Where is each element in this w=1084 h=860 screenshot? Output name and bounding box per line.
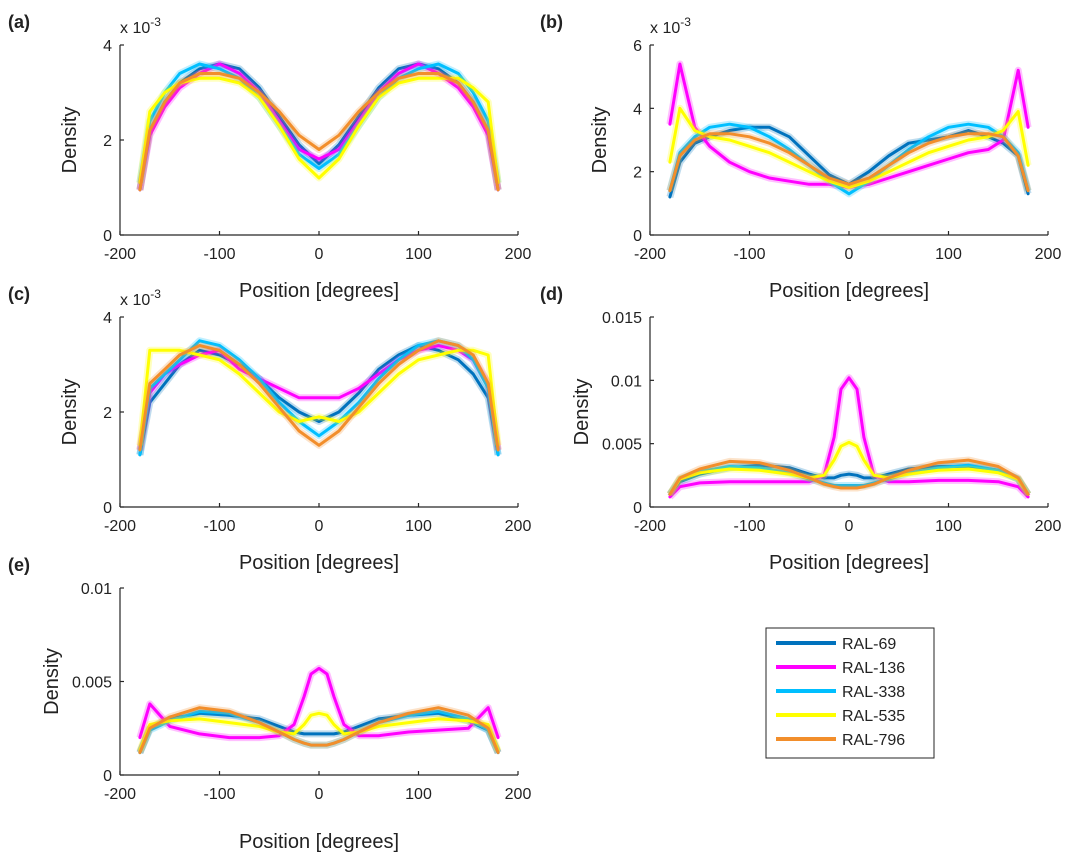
y-tick-label: 6 — [633, 38, 642, 55]
series-line-RAL-535 — [138, 711, 500, 753]
panel-b: -200 -100 0 100 200 0 2 4 6 x 10-3 Position [degre… — [540, 12, 1061, 302]
x-tick-label: 0 — [315, 246, 324, 263]
series-line-RAL-796 — [138, 706, 500, 755]
legend-label: RAL-338 — [842, 684, 905, 701]
series-line-RAL-796 — [668, 132, 1030, 193]
series-line-RAL-338 — [138, 62, 500, 185]
x-tick-label: 100 — [405, 246, 432, 263]
series-line-RAL-535 — [668, 440, 1030, 496]
y-tick-label: 0.01 — [81, 581, 112, 598]
x-tick-label: 200 — [1035, 518, 1062, 535]
panel-c: -200 -100 0 100 200 0 2 4 x 10-3 Position [degree… — [8, 284, 531, 574]
y-axis-label: Density — [41, 648, 63, 715]
y-scale-factor: x 10-3 — [120, 287, 161, 309]
y-tick-label: 2 — [103, 405, 112, 422]
panel-a: -200 -100 0 100 200 0 2 4 x 10-3 Position [degree… — [8, 12, 531, 302]
y-axis-label: Density — [589, 107, 611, 174]
x-tick-label: 0 — [845, 518, 854, 535]
series-line-RAL-796 — [138, 339, 500, 452]
x-tick-label: -200 — [104, 246, 136, 263]
series-line-RAL-796 — [138, 72, 500, 192]
legend: RAL-69 RAL-136 RAL-338 RAL-535 RAL-796 — [765, 627, 935, 759]
x-tick-label: -100 — [203, 518, 235, 535]
y-tick-label: 4 — [103, 38, 112, 55]
x-tick-label: 200 — [505, 246, 532, 263]
y-tick-label: 0.005 — [72, 675, 112, 692]
x-tick-label: 100 — [935, 246, 962, 263]
series-band-RAL-796 — [136, 70, 502, 191]
series-line-RAL-535 — [668, 106, 1030, 189]
series-band-RAL-136 — [136, 664, 502, 742]
series-line-RAL-338 — [668, 463, 1030, 496]
x-tick-label: -100 — [733, 246, 765, 263]
series-line-RAL-338 — [668, 122, 1030, 196]
x-tick-label: -200 — [634, 518, 666, 535]
y-tick-label: 0 — [103, 768, 112, 785]
x-tick-label: 100 — [935, 518, 962, 535]
y-axis-label: Density — [59, 379, 81, 446]
y-tick-label: 2 — [103, 133, 112, 150]
x-tick-label: 100 — [405, 518, 432, 535]
legend-label: RAL-136 — [842, 660, 905, 677]
x-tick-label: -200 — [634, 246, 666, 263]
x-tick-label: 200 — [505, 518, 532, 535]
x-tick-label: 100 — [405, 786, 432, 803]
y-scale-factor: x 10-3 — [120, 15, 161, 37]
panel-label: (a) — [8, 12, 30, 32]
panel-d: -200 -100 0 100 200 0 0.005 0.01 0.015 Position [… — [540, 284, 1061, 574]
x-tick-label: -100 — [203, 786, 235, 803]
panel-label: (b) — [540, 12, 563, 32]
y-tick-label: 0 — [633, 228, 642, 245]
y-tick-label: 0 — [103, 228, 112, 245]
y-tick-label: 0 — [103, 500, 112, 517]
x-tick-label: -100 — [203, 246, 235, 263]
x-axis-label: Position [degrees] — [239, 831, 399, 853]
series-line-RAL-136 — [668, 376, 1030, 499]
legend-label: RAL-69 — [842, 636, 896, 653]
x-tick-label: 0 — [315, 518, 324, 535]
x-tick-label: -200 — [104, 518, 136, 535]
series-line-RAL-136 — [138, 344, 500, 452]
series-line-RAL-136 — [138, 62, 500, 192]
y-tick-label: 4 — [633, 101, 642, 118]
x-axis-label: Position [degrees] — [769, 552, 929, 574]
y-axis-label: Density — [59, 107, 81, 174]
y-tick-label: 0.005 — [602, 437, 642, 454]
panel-label: (e) — [8, 555, 30, 575]
series-band-RAL-535 — [666, 104, 1032, 191]
x-tick-label: 0 — [845, 246, 854, 263]
panel-label: (c) — [8, 284, 30, 304]
y-tick-label: 0.015 — [602, 310, 642, 327]
y-axis-label: Density — [571, 379, 593, 446]
panel-label: (d) — [540, 284, 563, 304]
x-tick-label: -100 — [733, 518, 765, 535]
series-line-RAL-796 — [668, 458, 1030, 496]
y-tick-label: 2 — [633, 165, 642, 182]
x-axis-label: Position [degrees] — [239, 552, 399, 574]
y-scale-factor: x 10-3 — [650, 15, 691, 37]
series-line-RAL-136 — [138, 666, 500, 740]
legend-label: RAL-796 — [842, 732, 905, 749]
x-axis-label: Position [degrees] — [769, 280, 929, 302]
series-band-RAL-136 — [667, 374, 1031, 500]
x-tick-label: -200 — [104, 786, 136, 803]
legend-label: RAL-535 — [842, 708, 905, 725]
panel-e: -200 -100 0 100 200 0 0.005 0.01 Position [degre… — [8, 555, 531, 853]
y-tick-label: 0.01 — [611, 373, 642, 390]
x-tick-label: 0 — [315, 786, 324, 803]
x-tick-label: 200 — [1035, 246, 1062, 263]
x-axis-label: Position [degrees] — [239, 280, 399, 302]
x-tick-label: 200 — [505, 786, 532, 803]
y-tick-label: 0 — [633, 500, 642, 517]
y-tick-label: 4 — [103, 310, 112, 327]
